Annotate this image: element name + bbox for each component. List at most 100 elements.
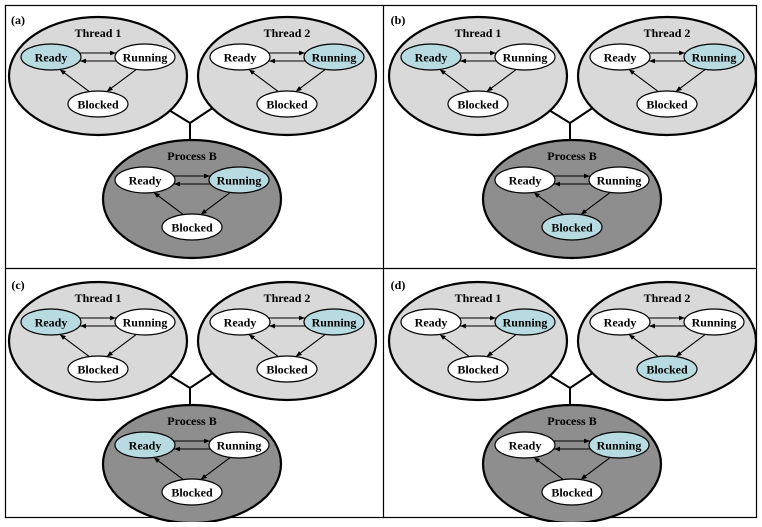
connector-thread2	[569, 371, 595, 389]
state-blocked	[161, 478, 223, 506]
state-ready	[494, 431, 556, 459]
state-blocked-label: Blocked	[171, 486, 213, 500]
arrow-running-to-blocked	[295, 333, 326, 358]
arrow-blocked-to-ready	[59, 68, 90, 93]
arrow-blocked-to-ready	[153, 191, 184, 216]
state-running-label: Running	[692, 51, 737, 65]
state-blocked	[541, 478, 603, 506]
state-running-label: Running	[503, 316, 548, 330]
state-ready-label: Ready	[224, 51, 257, 65]
state-blocked-label: Blocked	[551, 486, 593, 500]
state-ready	[209, 308, 271, 336]
thread1-title: Thread 1	[75, 26, 122, 40]
arrow-blocked-to-ready	[533, 456, 564, 481]
connector-thread2	[189, 106, 215, 124]
state-blocked	[256, 90, 318, 118]
state-ready-label: Ready	[415, 51, 448, 65]
state-blocked-label: Blocked	[646, 98, 688, 112]
state-running-active	[683, 43, 745, 71]
state-blocked	[67, 355, 129, 383]
state-blocked	[636, 90, 698, 118]
state-blocked	[447, 355, 509, 383]
state-running	[114, 43, 176, 71]
state-blocked-label: Blocked	[457, 98, 499, 112]
state-blocked	[447, 90, 509, 118]
state-ready-label: Ready	[604, 316, 637, 330]
state-running-label: Running	[312, 51, 357, 65]
panel-c: (c) Thread 1 Ready Running Blocked Thread 2 Re…	[7, 278, 378, 525]
state-ready-label: Ready	[415, 316, 448, 330]
state-blocked-active	[636, 355, 698, 383]
arrow-running-to-blocked	[486, 333, 517, 358]
state-ready-label: Ready	[129, 439, 162, 453]
state-running-active	[208, 166, 270, 194]
connector-thread2	[189, 371, 215, 389]
arrow-running-to-blocked	[675, 68, 706, 93]
state-blocked-active	[541, 213, 603, 241]
state-blocked	[161, 213, 223, 241]
panel-label: (c)	[11, 278, 24, 292]
panel-b: (b) Thread 1 Ready Running Blocked Thread 2 Re…	[387, 13, 758, 260]
state-running	[588, 166, 650, 194]
arrow-running-to-blocked	[106, 68, 137, 93]
arrow-running-to-blocked	[200, 191, 231, 216]
state-running-label: Running	[217, 439, 262, 453]
state-running-label: Running	[503, 51, 548, 65]
thread2-title: Thread 2	[264, 26, 311, 40]
state-ready	[400, 308, 462, 336]
state-ready	[114, 166, 176, 194]
arrow-blocked-to-ready	[439, 333, 470, 358]
arrow-running-to-blocked	[106, 333, 137, 358]
thread2-title: Thread 2	[644, 26, 691, 40]
state-running-active	[303, 43, 365, 71]
arrow-running-to-blocked	[295, 68, 326, 93]
state-ready-active	[20, 308, 82, 336]
arrow-blocked-to-ready	[628, 333, 659, 358]
process-title: Process B	[167, 414, 216, 428]
process-title: Process B	[167, 149, 216, 163]
state-running	[683, 308, 745, 336]
state-blocked-label: Blocked	[551, 221, 593, 235]
panel-a: (a) Thread 1 Ready Running Blocked Thread 2 Re…	[7, 13, 378, 260]
state-blocked-label: Blocked	[457, 363, 499, 377]
state-blocked	[256, 355, 318, 383]
panel-label: (b)	[391, 13, 406, 27]
thread1-title: Thread 1	[75, 291, 122, 305]
state-running-label: Running	[123, 316, 168, 330]
thread2-title: Thread 2	[644, 291, 691, 305]
state-ready-label: Ready	[604, 51, 637, 65]
state-blocked-label: Blocked	[266, 98, 308, 112]
arrow-running-to-blocked	[675, 333, 706, 358]
state-ready-label: Ready	[129, 174, 162, 188]
state-running-label: Running	[217, 174, 262, 188]
state-ready-label: Ready	[509, 174, 542, 188]
arrow-blocked-to-ready	[248, 68, 279, 93]
arrow-blocked-to-ready	[153, 456, 184, 481]
state-running-label: Running	[312, 316, 357, 330]
state-ready	[209, 43, 271, 71]
state-running-active	[303, 308, 365, 336]
arrow-blocked-to-ready	[248, 333, 279, 358]
state-ready-label: Ready	[35, 316, 68, 330]
state-running-label: Running	[597, 174, 642, 188]
arrow-blocked-to-ready	[533, 191, 564, 216]
thread1-title: Thread 1	[455, 26, 502, 40]
state-ready	[589, 308, 651, 336]
arrow-blocked-to-ready	[439, 68, 470, 93]
arrow-running-to-blocked	[486, 68, 517, 93]
state-running-label: Running	[123, 51, 168, 65]
thread1-title: Thread 1	[455, 291, 502, 305]
state-blocked-label: Blocked	[171, 221, 213, 235]
state-running-active	[494, 308, 556, 336]
state-blocked-label: Blocked	[77, 363, 119, 377]
state-blocked-label: Blocked	[646, 363, 688, 377]
state-ready-label: Ready	[224, 316, 257, 330]
state-running	[208, 431, 270, 459]
process-title: Process B	[547, 149, 596, 163]
panel-d: (d) Thread 1 Ready Running Blocked Thread 2 Re…	[387, 278, 758, 525]
state-running-active	[588, 431, 650, 459]
arrow-running-to-blocked	[200, 456, 231, 481]
state-blocked-label: Blocked	[77, 98, 119, 112]
